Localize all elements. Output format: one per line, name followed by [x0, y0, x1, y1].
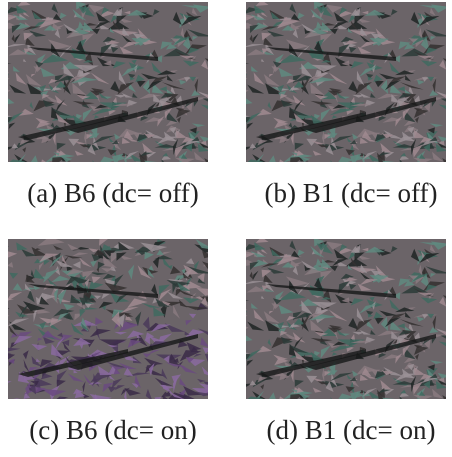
caption: (c) B6 (dc= on) [0, 415, 228, 446]
micrograph [8, 239, 208, 399]
micrograph [246, 2, 446, 162]
caption: (a) B6 (dc= off) [0, 178, 228, 209]
micrograph [8, 2, 208, 162]
micrograph [246, 239, 446, 399]
figure: (a) B6 (dc= off) (b) B1 (dc= off) (c) B6… [0, 0, 452, 457]
caption: (b) B1 (dc= off) [236, 178, 452, 209]
caption: (d) B1 (dc= on) [236, 415, 452, 446]
